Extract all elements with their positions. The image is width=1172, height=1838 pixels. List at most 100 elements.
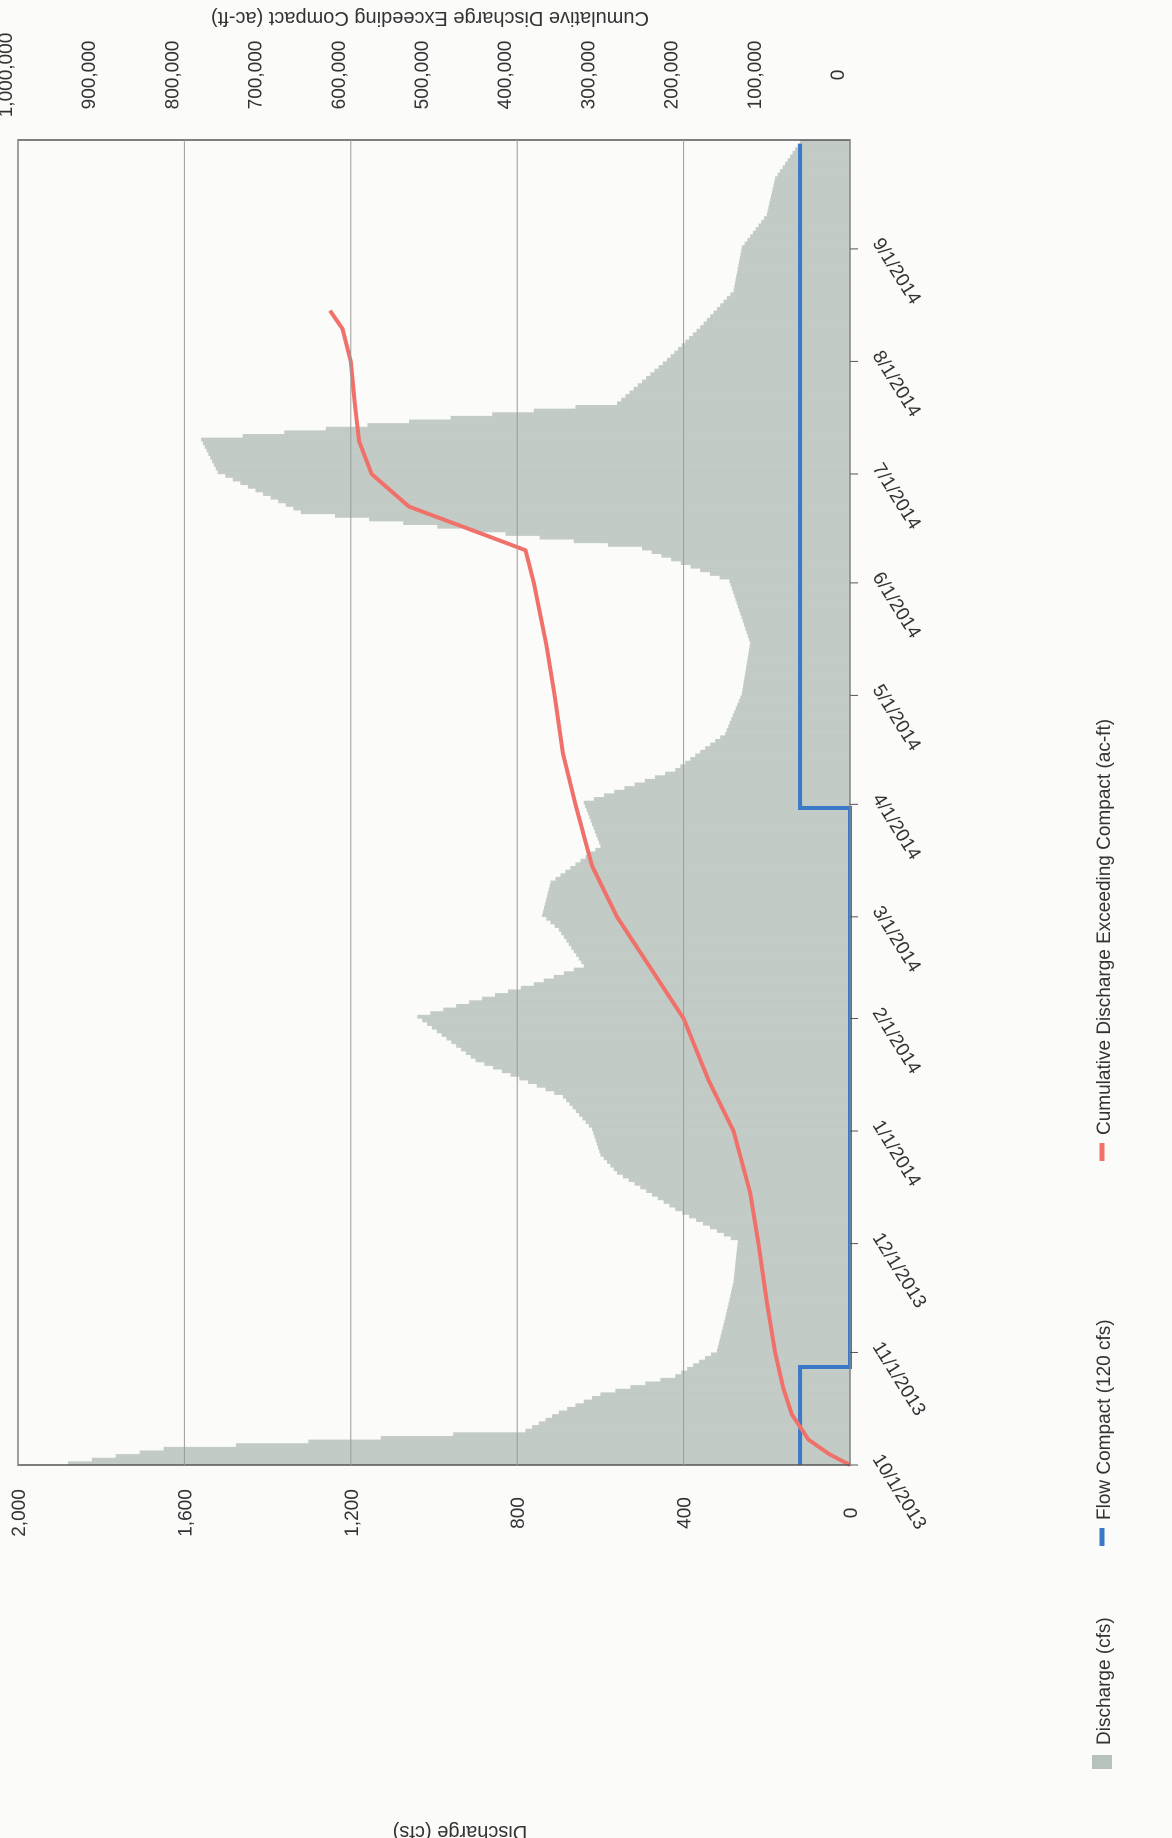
- discharge-bar: [270, 495, 850, 500]
- discharge-bar: [507, 989, 850, 994]
- discharge-bar: [607, 1160, 850, 1164]
- discharge-bar: [469, 1000, 850, 1005]
- x-tick-label: 5/1/2014: [868, 681, 925, 755]
- discharge-bar: [729, 579, 850, 584]
- discharge-bar: [633, 386, 850, 391]
- discharge-bar: [732, 1283, 850, 1288]
- discharge-bar: [669, 1203, 850, 1208]
- discharge-bar: [278, 499, 850, 504]
- discharge-bar: [741, 615, 850, 620]
- discharge-bar: [573, 949, 850, 954]
- discharge-bar: [617, 1170, 850, 1175]
- discharge-bar: [562, 1094, 850, 1099]
- discharge-bar: [731, 1290, 850, 1295]
- discharge-bar: [646, 375, 850, 380]
- discharge-bar: [567, 1406, 850, 1411]
- discharge-bar: [417, 1014, 850, 1019]
- discharge-bar: [446, 1036, 850, 1041]
- discharge-bar: [744, 673, 850, 678]
- discharge-bar: [592, 1127, 850, 1132]
- discharge-bar: [300, 510, 850, 515]
- discharge-bar: [660, 1377, 850, 1382]
- discharge-bar: [724, 1319, 850, 1324]
- discharge-bar: [617, 401, 850, 406]
- discharge-bar: [727, 1305, 850, 1310]
- discharge-bar: [675, 1374, 850, 1379]
- discharge-bar: [604, 793, 850, 798]
- discharge-bar: [770, 194, 850, 199]
- discharge-bar: [795, 147, 850, 152]
- discharge-bar: [695, 753, 850, 758]
- discharge-bar: [569, 1101, 850, 1106]
- x-tick-label: 6/1/2014: [868, 568, 925, 642]
- discharge-bar: [204, 444, 850, 449]
- discharge-bar: [595, 1138, 850, 1143]
- discharge-bar: [501, 1069, 850, 1074]
- discharge-bar: [548, 887, 850, 892]
- discharge-bar: [736, 1250, 850, 1255]
- discharge-bar: [687, 1366, 850, 1371]
- discharge-bar: [736, 274, 850, 279]
- right-tick-label: 0: [828, 70, 849, 81]
- discharge-bar: [718, 1341, 850, 1346]
- discharge-bar: [685, 339, 850, 344]
- discharge-bar: [642, 546, 850, 551]
- discharge-bar: [206, 448, 850, 453]
- discharge-bar: [543, 909, 850, 914]
- discharge-bar: [443, 1007, 850, 1012]
- right-tick-label: 100,000: [745, 41, 766, 110]
- discharge-bar: [740, 611, 850, 616]
- discharge-bar: [719, 1337, 850, 1342]
- discharge-bar: [637, 383, 850, 388]
- left-tick-label: 1,600: [175, 1489, 196, 1537]
- discharge-bar: [782, 165, 850, 170]
- discharge-bar: [613, 1167, 850, 1172]
- discharge-bar: [603, 1156, 850, 1161]
- discharge-bar: [615, 1388, 850, 1393]
- discharge-bar: [703, 321, 850, 326]
- discharge-bar: [735, 1265, 850, 1270]
- discharge-bar: [730, 1294, 850, 1299]
- discharge-bar: [202, 441, 850, 446]
- discharge-bar: [690, 757, 850, 761]
- discharge-bar: [746, 666, 850, 671]
- discharge-bar: [427, 1022, 850, 1026]
- discharge-bar: [580, 858, 850, 863]
- discharge-bar: [553, 974, 850, 979]
- discharge-bar: [735, 706, 850, 711]
- discharge-bar: [699, 1359, 850, 1364]
- discharge-bar: [651, 550, 850, 555]
- discharge-bar: [542, 913, 850, 918]
- discharge-bar: [575, 1403, 850, 1408]
- discharge-bar: [308, 1439, 850, 1444]
- discharge-bar: [716, 1348, 850, 1353]
- discharge-bar: [225, 473, 850, 478]
- discharge-bar: [734, 1268, 850, 1273]
- discharge-bar: [528, 1080, 850, 1085]
- x-tick-label: 11/1/2013: [868, 1338, 930, 1420]
- discharge-bar: [792, 150, 850, 155]
- discharge-bar: [741, 245, 850, 250]
- discharge-bar: [745, 670, 850, 674]
- discharge-bar: [599, 840, 850, 845]
- discharge-bar: [700, 325, 850, 329]
- discharge-bar: [451, 1040, 850, 1045]
- discharge-bar: [725, 731, 850, 736]
- legend-label-cumulative: Cumulative Discharge Exceeding Compact (…: [1094, 719, 1115, 1135]
- discharge-bar: [736, 270, 850, 275]
- discharge-bar: [785, 161, 850, 166]
- discharge-bar: [561, 931, 850, 936]
- discharge-bar: [456, 1003, 850, 1008]
- discharge-bar: [573, 539, 850, 544]
- discharge-bar: [735, 277, 850, 282]
- discharge-bar: [588, 1123, 850, 1128]
- discharge-bar: [734, 1272, 850, 1277]
- discharge-bar: [575, 862, 850, 867]
- discharge-bar: [717, 1345, 850, 1350]
- discharge-bar: [737, 267, 850, 271]
- discharge-bar: [625, 394, 850, 398]
- discharge-bar: [665, 771, 850, 776]
- discharge-bar: [739, 256, 850, 260]
- discharge-bar: [744, 677, 850, 682]
